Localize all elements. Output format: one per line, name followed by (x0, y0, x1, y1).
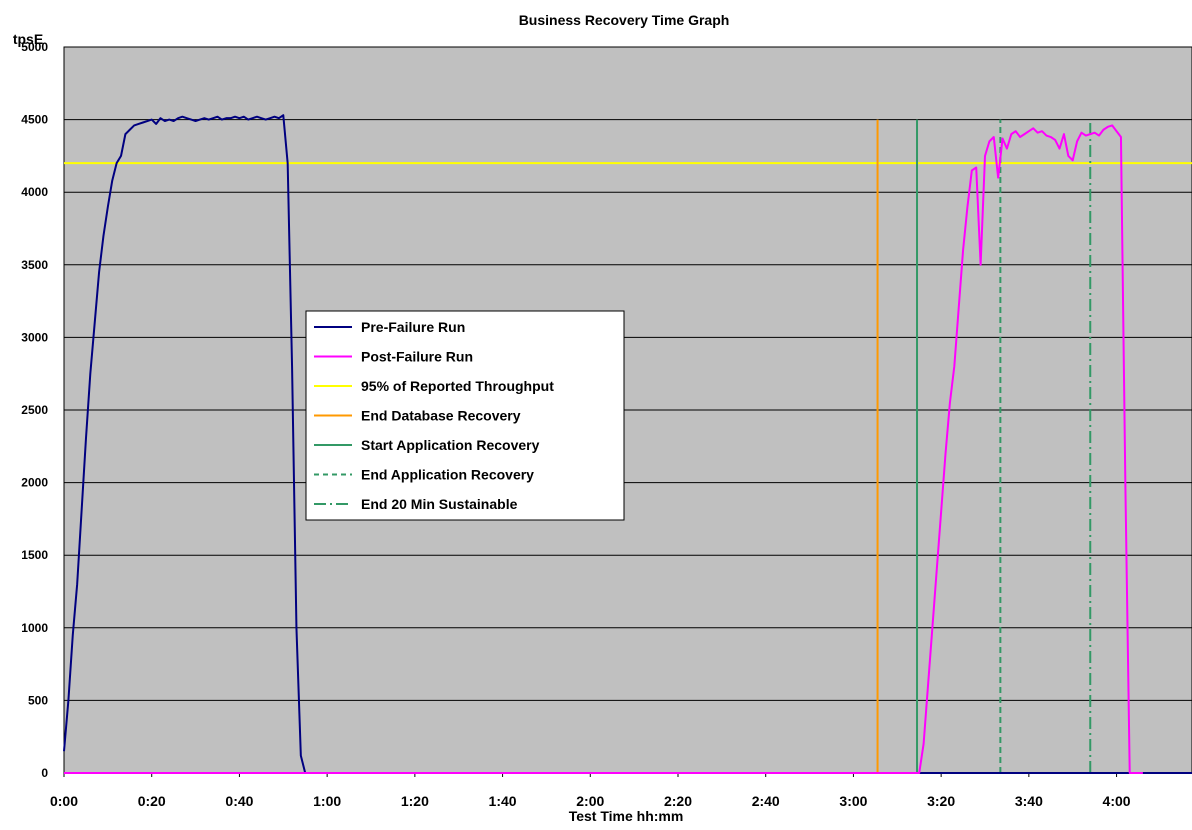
x-axis-label: Test Time hh:mm (569, 808, 684, 824)
x-tick-label-3:20: 3:20 (927, 793, 955, 809)
x-tick-labels: 0:00 0:20 0:40 1:00 1:20 1:40 2:00 2:20 2:40 3:00… (50, 773, 1131, 809)
series-line-pre-failure-run (63, 114, 1192, 774)
x-tick-label-0:00: 0:00 (50, 793, 78, 809)
x-tick-label-0:40: 0:40 (225, 793, 253, 809)
y-tick-label-0: 0 (41, 766, 48, 780)
x-tick-label-1:00: 1:00 (313, 793, 341, 809)
y-tick-label-1000: 1000 (21, 621, 48, 635)
legend-label-1: Pre-Failure Run (361, 319, 465, 335)
y-tick-label-3500: 3500 (21, 258, 48, 272)
x-tick-label-4:00: 4:00 (1103, 793, 1131, 809)
x-tick-label-1:20: 1:20 (401, 793, 429, 809)
x-tick-label-2:00: 2:00 (576, 793, 604, 809)
y-tick-label-4500: 4500 (21, 113, 48, 127)
series-lines (63, 114, 1192, 774)
y-axis-label: tpsE (13, 31, 43, 47)
series-line-post-failure-run (64, 124, 1143, 774)
x-tick-label-1:40: 1:40 (489, 793, 517, 809)
x-tick-label-3:40: 3:40 (1015, 793, 1043, 809)
y-tick-label-5000: 5000 (21, 40, 48, 54)
x-tick-label-2:40: 2:40 (752, 793, 780, 809)
y-tick-label-2500: 2500 (21, 403, 48, 417)
legend-label-2: Post-Failure Run (361, 349, 473, 365)
legend: Pre-Failure Run Post-Failure Run 95% of Re… (305, 310, 625, 521)
y-tick-label-1500: 1500 (21, 548, 48, 562)
legend-label-5: Start Application Recovery (361, 437, 540, 453)
y-tick-label-3000: 3000 (21, 330, 48, 344)
chart-title: Business Recovery Time Graph (519, 12, 730, 28)
y-tick-label-2000: 2000 (21, 476, 48, 490)
x-tick-label-0:20: 0:20 (138, 793, 166, 809)
y-tick-label-500: 500 (28, 693, 48, 707)
y-tick-label-4000: 4000 (21, 185, 48, 199)
legend-label-6: End Application Recovery (361, 467, 534, 483)
legend-label-7: End 20 Min Sustainable (361, 496, 518, 512)
grid-lines (64, 119, 1192, 701)
legend-box (305, 310, 625, 521)
x-tick-label-2:20: 2:20 (664, 793, 692, 809)
legend-label-3: 95% of Reported Throughput (361, 378, 554, 394)
x-tick-label-3:00: 3:00 (839, 793, 867, 809)
y-tick-labels: 0 500 1000 1500 2000 2500 3000 3500 4000 4500 5000 (21, 40, 48, 780)
legend-label-4: End Database Recovery (361, 408, 521, 424)
